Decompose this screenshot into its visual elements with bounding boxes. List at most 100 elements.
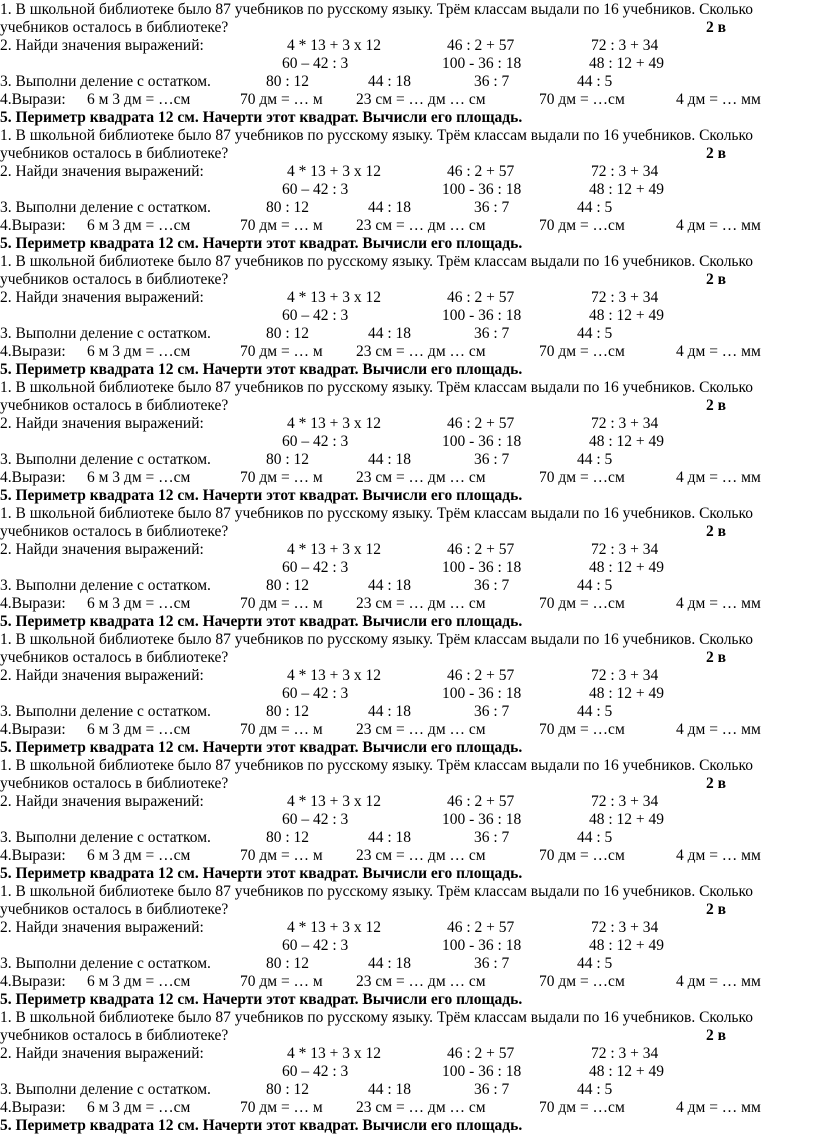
expression: 60 – 42 : 3 [282,307,349,324]
conversion-item: 4 дм = … мм [676,343,761,360]
expression: 100 - 36 : 18 [442,685,522,702]
division-expression: 44 : 5 [577,955,613,972]
expression: 100 - 36 : 18 [442,937,522,954]
division-expression: 44 : 5 [577,73,613,90]
expression: 60 – 42 : 3 [282,55,349,72]
task-3-label: 3. Выполни деление с остатком. [0,703,211,720]
task-5-text: 5. Периметр квадрата 12 см. Начерти этот… [0,487,523,504]
conversion-item: 70 дм = …см [539,721,625,738]
division-expression: 80 : 12 [266,577,310,594]
division-expression: 44 : 18 [368,1081,412,1098]
task-2-label: 2. Найди значения выражений: [0,415,204,432]
expression: 4 * 13 + 3 x 12 [287,541,381,558]
conversion-item: 70 дм = … м [240,595,323,612]
division-expression: 36 : 7 [474,199,510,216]
conversion-item: 70 дм = …см [539,91,625,108]
conversion-item: 70 дм = … м [240,721,323,738]
expression: 48 : 12 + 49 [589,55,665,72]
task-5-text: 5. Периметр квадрата 12 см. Начерти этот… [0,109,523,126]
task-5-text: 5. Периметр квадрата 12 см. Начерти этот… [0,361,523,378]
conversion-item: 6 м 3 дм = …см [87,595,191,612]
task-1-text: 1. В школьной библиотеке было 87 учебник… [0,1009,753,1044]
variant-label: 2 в [706,271,726,288]
variant-label: 2 в [706,397,726,414]
expression: 4 * 13 + 3 x 12 [287,289,381,306]
task-4-label: 4.Вырази: [0,469,66,486]
expression: 72 : 3 + 34 [591,289,659,306]
division-expression: 80 : 12 [266,1081,310,1098]
conversion-item: 6 м 3 дм = …см [87,973,191,990]
expression: 48 : 12 + 49 [589,559,665,576]
expression: 60 – 42 : 3 [282,433,349,450]
task-2-label: 2. Найди значения выражений: [0,541,204,558]
expression: 60 – 42 : 3 [282,559,349,576]
variant-label: 2 в [706,901,726,918]
division-expression: 44 : 5 [577,325,613,342]
expression: 72 : 3 + 34 [591,1045,659,1062]
task-2-label: 2. Найди значения выражений: [0,37,204,54]
task-3-label: 3. Выполни деление с остатком. [0,955,211,972]
conversion-item: 6 м 3 дм = …см [87,217,191,234]
conversion-item: 23 см = … дм … см [356,721,486,738]
conversion-item: 23 см = … дм … см [356,217,486,234]
expression: 100 - 36 : 18 [442,181,522,198]
expression: 72 : 3 + 34 [591,37,659,54]
division-expression: 44 : 18 [368,325,412,342]
expression: 4 * 13 + 3 x 12 [287,793,381,810]
division-expression: 44 : 5 [577,577,613,594]
expression: 60 – 42 : 3 [282,181,349,198]
division-expression: 36 : 7 [474,829,510,846]
task-1-text: 1. В школьной библиотеке было 87 учебник… [0,757,753,792]
expression: 100 - 36 : 18 [442,307,522,324]
conversion-item: 6 м 3 дм = …см [87,847,191,864]
division-expression: 44 : 18 [368,451,412,468]
expression: 4 * 13 + 3 x 12 [287,1045,381,1062]
conversion-item: 70 дм = …см [539,469,625,486]
conversion-item: 23 см = … дм … см [356,343,486,360]
task-2-label: 2. Найди значения выражений: [0,1045,204,1062]
task-5-text: 5. Периметр квадрата 12 см. Начерти этот… [0,613,523,630]
expression: 48 : 12 + 49 [589,433,665,450]
conversion-item: 70 дм = …см [539,217,625,234]
division-expression: 44 : 5 [577,199,613,216]
conversion-item: 6 м 3 дм = …см [87,721,191,738]
expression: 48 : 12 + 49 [589,1063,665,1080]
task-2-label: 2. Найди значения выражений: [0,163,204,180]
task-3-label: 3. Выполни деление с остатком. [0,199,211,216]
conversion-item: 6 м 3 дм = …см [87,91,191,108]
division-expression: 80 : 12 [266,451,310,468]
division-expression: 36 : 7 [474,577,510,594]
expression: 100 - 36 : 18 [442,811,522,828]
conversion-item: 70 дм = … м [240,469,323,486]
task-3-label: 3. Выполни деление с остатком. [0,577,211,594]
expression: 4 * 13 + 3 x 12 [287,415,381,432]
expression: 46 : 2 + 57 [447,289,515,306]
conversion-item: 23 см = … дм … см [356,1099,486,1116]
task-1-text: 1. В школьной библиотеке было 87 учебник… [0,1,753,36]
task-4-label: 4.Вырази: [0,91,66,108]
division-expression: 36 : 7 [474,451,510,468]
expression: 72 : 3 + 34 [591,793,659,810]
task-1-text: 1. В школьной библиотеке было 87 учебник… [0,127,753,162]
expression: 100 - 36 : 18 [442,559,522,576]
task-5-text: 5. Периметр квадрата 12 см. Начерти этот… [0,235,523,252]
division-expression: 80 : 12 [266,325,310,342]
conversion-item: 70 дм = …см [539,595,625,612]
task-4-label: 4.Вырази: [0,217,66,234]
conversion-item: 4 дм = … мм [676,91,761,108]
conversion-item: 70 дм = … м [240,217,323,234]
expression: 46 : 2 + 57 [447,541,515,558]
expression: 72 : 3 + 34 [591,919,659,936]
task-4-label: 4.Вырази: [0,1099,66,1116]
division-expression: 36 : 7 [474,955,510,972]
task-2-label: 2. Найди значения выражений: [0,793,204,810]
task-2-label: 2. Найди значения выражений: [0,289,204,306]
task-5-text: 5. Периметр квадрата 12 см. Начерти этот… [0,739,523,756]
task-4-label: 4.Вырази: [0,595,66,612]
expression: 72 : 3 + 34 [591,667,659,684]
task-4-label: 4.Вырази: [0,973,66,990]
expression: 48 : 12 + 49 [589,811,665,828]
division-expression: 44 : 5 [577,1081,613,1098]
conversion-item: 23 см = … дм … см [356,847,486,864]
division-expression: 80 : 12 [266,955,310,972]
